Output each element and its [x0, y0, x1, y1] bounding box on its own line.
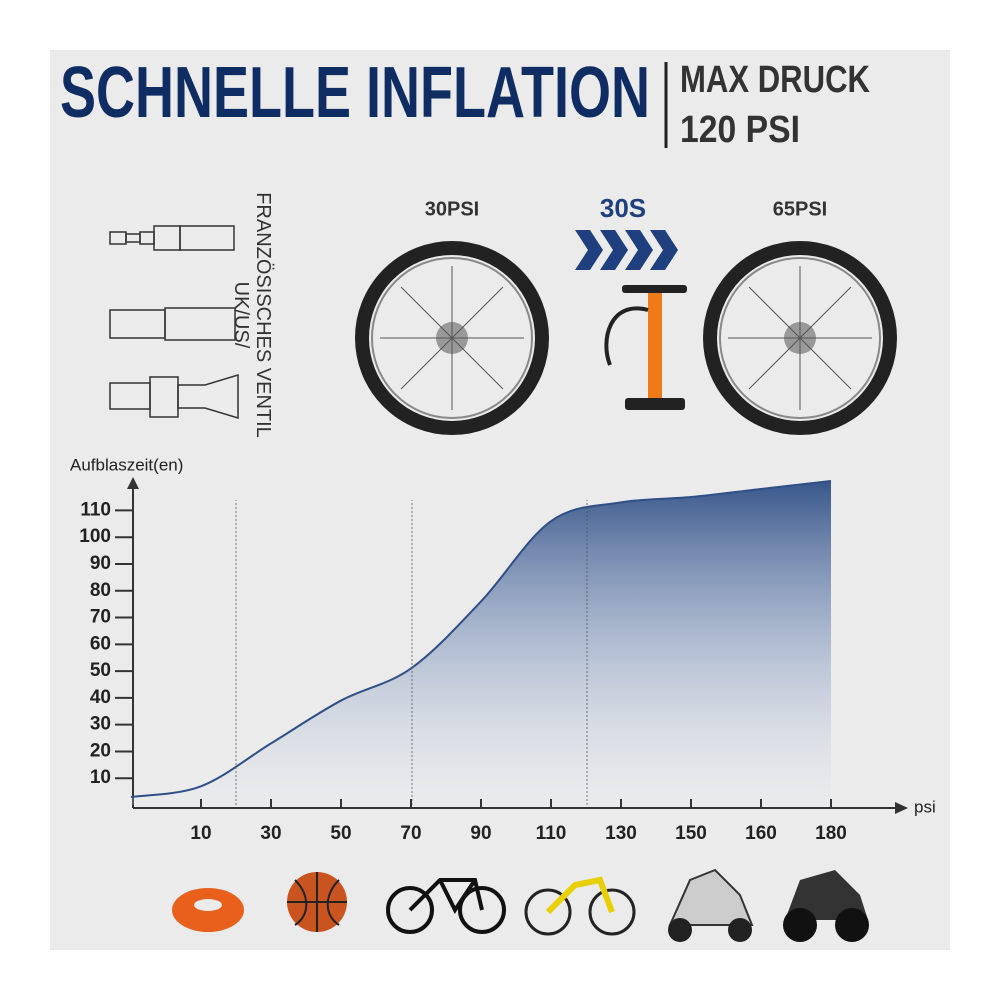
before-label: 30PSI — [425, 198, 479, 220]
x-axis-arrow — [895, 802, 908, 814]
x-tick-label: 70 — [400, 823, 421, 844]
y-tick-label: 80 — [90, 580, 111, 601]
subtitle: MAX DRUCK — [680, 59, 870, 101]
valve-label: UK/US/FRANZÖSISCHES VENTIL — [230, 192, 274, 438]
y-tick-label: 60 — [90, 633, 111, 654]
x-tick-label: 10 — [190, 823, 211, 844]
after-label: 65PSI — [773, 198, 827, 220]
area — [131, 480, 831, 805]
subtitle: 120 PSI — [680, 109, 800, 151]
y-tick-label: 30 — [90, 714, 111, 735]
x-tick-label: 130 — [605, 823, 637, 844]
y-tick-label: 100 — [79, 526, 111, 547]
y-axis-label: Aufblaszeit(en) — [70, 455, 183, 474]
valve-icons — [109, 225, 239, 420]
object-icons — [172, 868, 869, 942]
x-tick-label: 50 — [330, 823, 351, 844]
line — [130, 479, 832, 798]
x-axis-label: psi — [914, 797, 936, 816]
y-axis-arrow — [127, 477, 139, 489]
time-label: 30S — [600, 193, 646, 223]
y-tick-label: 10 — [90, 767, 111, 788]
plot: Aufblaszeit(en) psi 10 20 30 40 50 60 70 80 90 100 1… — [70, 455, 936, 844]
x-tick-label: 180 — [815, 823, 847, 844]
wheel-icons — [355, 230, 897, 435]
y-tick-label: 40 — [90, 687, 111, 708]
y-tick-label: 50 — [90, 660, 111, 681]
x-tick-label: 160 — [745, 823, 777, 844]
y-tick-label: 20 — [90, 740, 111, 761]
x-tick-label: 30 — [260, 823, 281, 844]
y-tick-label: 110 — [80, 499, 111, 520]
x-tick-label: 110 — [536, 823, 567, 844]
y-tick-label: 90 — [90, 553, 111, 574]
x-tick-label: 150 — [675, 823, 707, 844]
title: SCHNELLE INFLATION — [60, 53, 650, 133]
y-tick-label: 70 — [90, 607, 111, 628]
x-tick-label: 90 — [470, 823, 491, 844]
